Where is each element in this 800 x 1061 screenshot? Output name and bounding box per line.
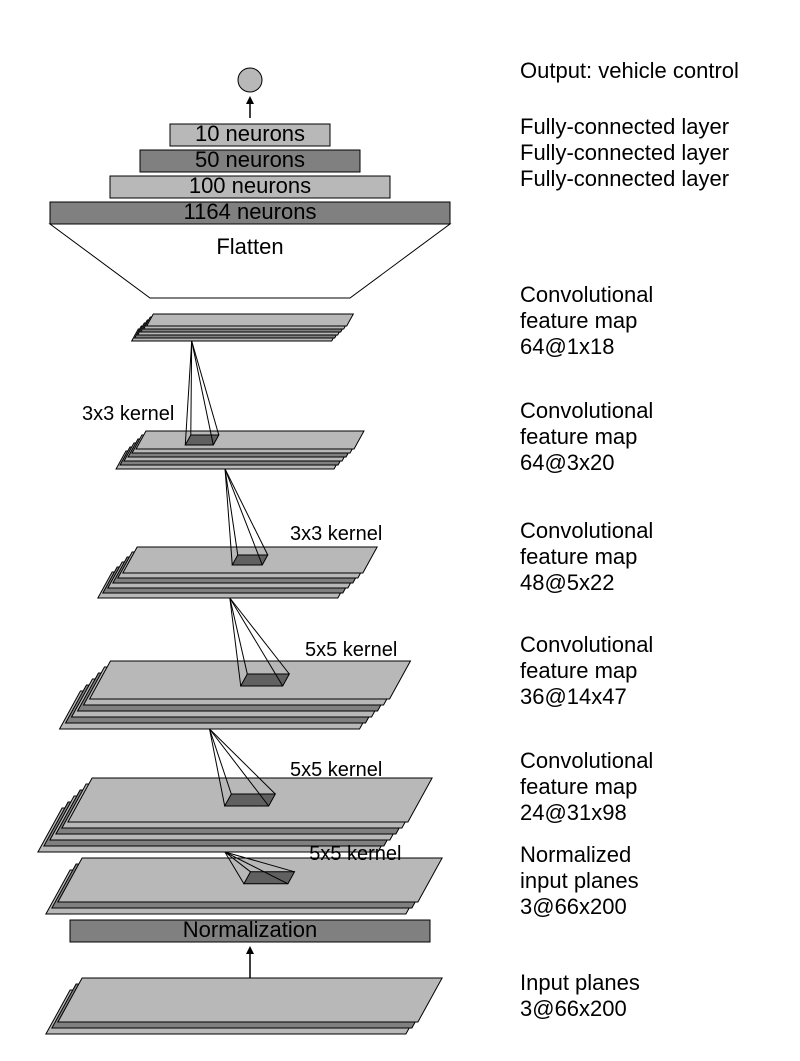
- layer-description: Convolutionalfeature map24@31x98: [520, 748, 653, 825]
- cnn-architecture-diagram: 3x3 kernel 3x3 kernel 5x5 kernel 5x5 kernel…: [0, 0, 800, 1061]
- layer-description: Convolutionalfeature map36@14x47: [520, 632, 653, 709]
- kernel-patch: [244, 872, 295, 884]
- fc-layer-label: 1164 neurons: [184, 199, 317, 224]
- kernel-label: 3x3 kernel: [82, 403, 174, 425]
- plate: [147, 314, 354, 326]
- fc-layer-label: 10 neurons: [195, 121, 305, 146]
- kernel-label: 3x3 kernel: [290, 523, 382, 545]
- arrow-to-normalization: [246, 946, 254, 978]
- layer-description: Convolutionalfeature map48@5x22: [520, 518, 653, 595]
- layer-description: Output: vehicle control: [520, 58, 739, 83]
- normalization-label: Normalization: [183, 917, 318, 942]
- plate-stack-conv48: 3x3 kernel: [98, 523, 382, 598]
- plate-stack-normplanes: 5x5 kernel: [46, 843, 442, 914]
- layer-description: Fully-connected layer: [520, 114, 729, 139]
- plate-stack-input: [46, 978, 442, 1034]
- arrow-to-output: [246, 96, 254, 118]
- plate: [58, 978, 442, 1022]
- layer-description: Convolutionalfeature map64@3x20: [520, 398, 653, 475]
- layer-description: Convolutionalfeature map64@1x18: [520, 282, 653, 359]
- flatten-label: Flatten: [216, 234, 283, 259]
- layer-description: Input planes3@66x200: [520, 970, 640, 1021]
- layer-description: Normalizedinput planes3@66x200: [520, 842, 639, 919]
- fc-layer-label: 100 neurons: [189, 173, 311, 198]
- plate: [136, 431, 364, 449]
- plate-stack-conv64b: 3x3 kernel: [82, 403, 364, 469]
- layer-description: Fully-connected layer: [520, 140, 729, 165]
- layer-description: Fully-connected layer: [520, 166, 729, 191]
- plate-stack-conv36: 5x5 kernel: [60, 639, 411, 729]
- kernel-label: 5x5 kernel: [305, 639, 397, 661]
- plate-stack-conv24: 5x5 kernel: [38, 759, 432, 852]
- kernel-link: [185, 341, 219, 445]
- fc-layer-label: 50 neurons: [195, 147, 305, 172]
- kernel-label: 5x5 kernel: [290, 759, 382, 781]
- kernel-patch: [185, 435, 219, 445]
- output-node: [238, 68, 262, 92]
- plate-stack-conv64a: [132, 314, 354, 341]
- kernel-patch: [232, 555, 268, 565]
- kernel-label: 5x5 kernel: [309, 843, 401, 865]
